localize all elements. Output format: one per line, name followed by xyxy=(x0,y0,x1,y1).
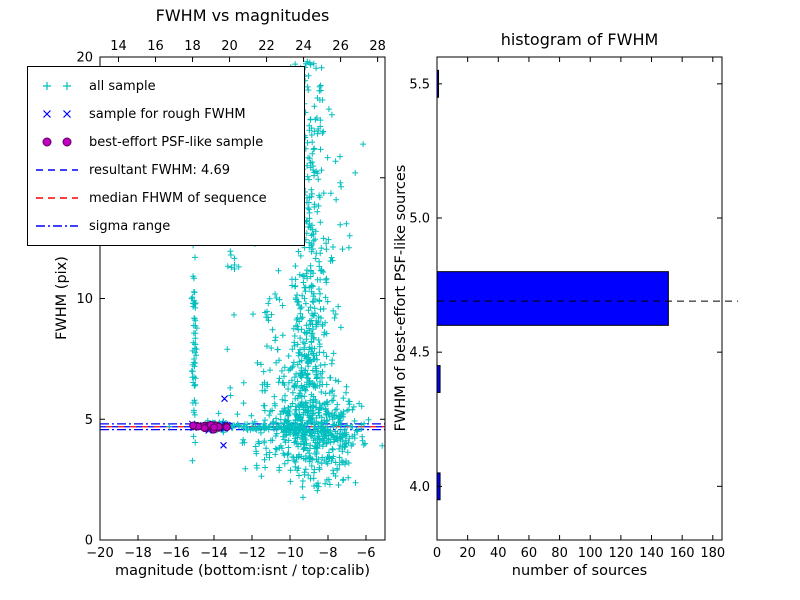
legend-label: sample for rough FWHM xyxy=(89,106,246,122)
legend-item: best-effort PSF-like sample xyxy=(34,128,298,156)
right-plot-frame xyxy=(436,56,723,541)
svg-text:20: 20 xyxy=(221,39,238,54)
svg-text:24: 24 xyxy=(295,39,312,54)
svg-text:−16: −16 xyxy=(162,546,189,561)
svg-text:22: 22 xyxy=(258,39,275,54)
legend-label: best-effort PSF-like sample xyxy=(89,134,264,150)
plus-marker-icon xyxy=(43,82,71,90)
svg-text:14: 14 xyxy=(110,39,127,54)
svg-text:−18: −18 xyxy=(124,546,151,561)
legend-item: sigma range xyxy=(34,212,298,240)
left-yaxis-label: FWHM (pix) xyxy=(54,256,70,340)
svg-text:−8: −8 xyxy=(318,546,337,561)
svg-text:140: 140 xyxy=(639,546,664,561)
circle-marker-icon xyxy=(42,137,72,147)
svg-text:5.5: 5.5 xyxy=(409,77,430,92)
legend-item: all sample xyxy=(34,72,298,100)
svg-text:28: 28 xyxy=(369,39,386,54)
svg-text:20: 20 xyxy=(76,51,93,66)
legend-label: sigma range xyxy=(89,218,171,234)
left-xaxis-label: magnitude (bottom:isnt / top:calib) xyxy=(114,563,370,579)
svg-text:0: 0 xyxy=(85,534,93,549)
svg-text:4.5: 4.5 xyxy=(409,346,430,361)
svg-text:180: 180 xyxy=(700,546,725,561)
legend-label: median FHWM of sequence xyxy=(89,190,267,206)
svg-text:26: 26 xyxy=(332,39,349,54)
right-yaxis-label: FWHM of best-effort PSF-like sources xyxy=(393,164,409,432)
legend-item: resultant FWHM: 4.69 xyxy=(34,156,298,184)
legend-item: median FHWM of sequence xyxy=(34,184,298,212)
dashed-line-icon xyxy=(36,225,78,227)
right-xaxis-label: number of sources xyxy=(511,563,648,579)
dashed-line-icon xyxy=(36,197,78,199)
svg-text:−6: −6 xyxy=(356,546,375,561)
legend-label: all sample xyxy=(89,78,156,94)
right-plot-title: histogram of FWHM xyxy=(500,30,659,49)
svg-text:−10: −10 xyxy=(276,546,303,561)
dashed-line-icon xyxy=(36,169,78,171)
right-plot: 0 20 40 60 80 100 120 140 160 180 4.0 4.5 5.0 5.5 xyxy=(409,56,738,561)
svg-text:120: 120 xyxy=(608,546,633,561)
legend-label: resultant FWHM: 4.69 xyxy=(89,162,230,178)
svg-text:10: 10 xyxy=(76,292,93,307)
legend: all sample sample for rough FWHM best-effo… xyxy=(27,66,305,246)
x-marker-icon xyxy=(43,110,71,118)
svg-text:5: 5 xyxy=(85,413,93,428)
svg-text:−12: −12 xyxy=(238,546,265,561)
histogram-bar xyxy=(436,271,669,326)
right-plot-ticks: 0 20 40 60 80 100 120 140 160 180 4.0 4.5 5.0 5.5 xyxy=(409,57,725,561)
legend-item: sample for rough FWHM xyxy=(34,100,298,128)
left-plot-title: FWHM vs magnitudes xyxy=(155,6,330,25)
svg-text:5.0: 5.0 xyxy=(409,212,430,227)
svg-text:4.0: 4.0 xyxy=(409,480,430,495)
svg-text:40: 40 xyxy=(490,546,507,561)
svg-text:18: 18 xyxy=(184,39,201,54)
svg-text:20: 20 xyxy=(459,546,476,561)
scatter-psf-sample xyxy=(189,420,231,434)
svg-text:60: 60 xyxy=(521,546,538,561)
svg-text:160: 160 xyxy=(670,546,695,561)
svg-text:16: 16 xyxy=(147,39,164,54)
svg-text:−14: −14 xyxy=(200,546,227,561)
svg-text:80: 80 xyxy=(551,546,568,561)
svg-text:100: 100 xyxy=(578,546,603,561)
svg-text:−20: −20 xyxy=(86,546,113,561)
svg-text:0: 0 xyxy=(433,546,441,561)
